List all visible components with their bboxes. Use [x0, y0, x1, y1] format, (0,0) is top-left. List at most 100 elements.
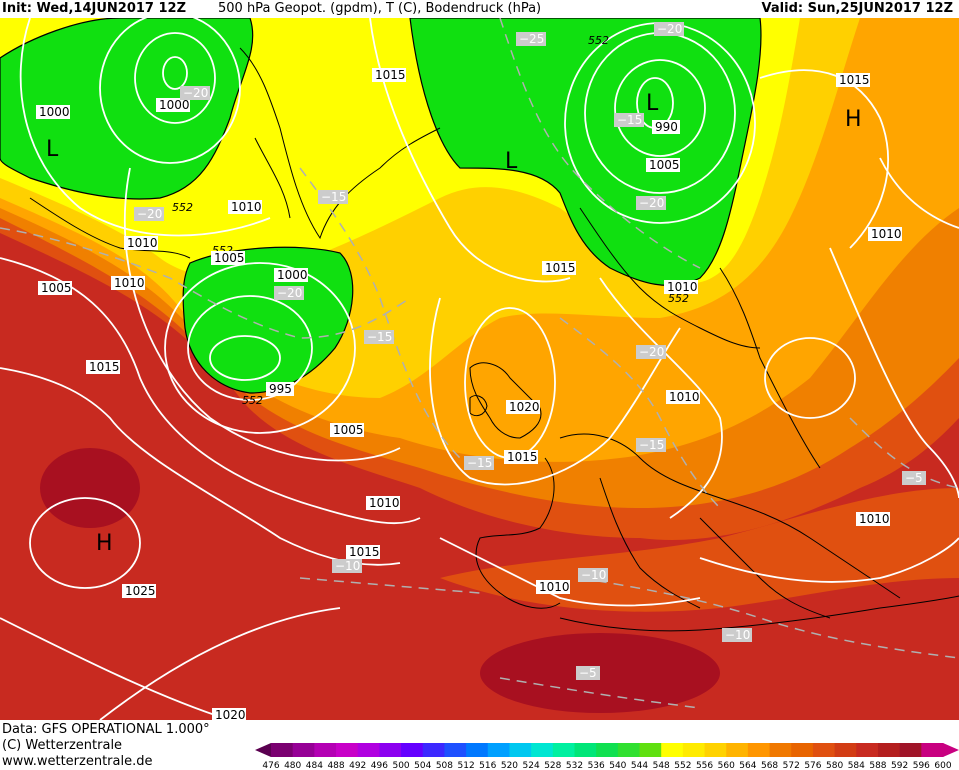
- valid-time: Valid: Sun,25JUN2017 12Z: [761, 1, 953, 16]
- scale-swatch: [422, 743, 445, 757]
- scale-swatch: [899, 743, 922, 757]
- scale-label: 536: [588, 761, 605, 770]
- temp-label: −10: [335, 559, 360, 573]
- scale-swatch: [791, 743, 814, 757]
- scale-label: 528: [544, 761, 561, 770]
- scale-swatch: [747, 743, 771, 757]
- temp-label: −20: [657, 22, 682, 36]
- high-center-russia: H: [845, 107, 862, 132]
- scale-label: 512: [458, 761, 475, 770]
- scale-swatch: [574, 743, 597, 757]
- temp-label: −20: [277, 286, 302, 300]
- scale-label: 492: [349, 761, 366, 770]
- isobar-label: 1020: [215, 708, 246, 720]
- copyright: (C) Wetterzentrale: [2, 738, 123, 753]
- scale-swatch: [812, 743, 836, 757]
- scale-label: 552: [674, 761, 691, 770]
- scale-swatch: [336, 743, 359, 757]
- low-center-greenland: L: [46, 137, 59, 162]
- geopot-label: 552: [588, 34, 609, 47]
- geopot-label: 552: [172, 201, 193, 214]
- data-source: Data: GFS OPERATIONAL 1.000°: [2, 722, 210, 737]
- coastlines: [29, 47, 959, 632]
- temp-label: −10: [581, 568, 606, 582]
- color-scale-legend: 476 480 484 488 492 496 500 504 508 512 516 520 524 5…: [255, 743, 959, 770]
- scale-label: 580: [826, 761, 843, 770]
- scale-label: 504: [414, 761, 431, 770]
- isobar-label: 1010: [669, 390, 700, 404]
- scale-label: 596: [913, 761, 930, 770]
- scale-label: 540: [609, 761, 626, 770]
- temp-label: −10: [725, 628, 750, 642]
- scale-label: 592: [891, 761, 908, 770]
- scale-swatch: [292, 743, 315, 757]
- isobar-label: 1010: [369, 496, 400, 510]
- scale-label: 568: [761, 761, 778, 770]
- scale-swatch: [379, 743, 402, 757]
- isobar-label: 1015: [545, 261, 576, 275]
- scale-swatches: [255, 743, 959, 757]
- scale-swatch: [856, 743, 879, 757]
- temp-label: −20: [137, 207, 162, 221]
- isotherms: [0, 18, 959, 709]
- isobar-label: 1015: [839, 73, 870, 87]
- isobar-label: 1010: [859, 512, 890, 526]
- scale-labels: 476 480 484 488 492 496 500 504 508 512 516 520 524 5…: [262, 761, 951, 770]
- scale-swatch: [466, 743, 489, 757]
- isobar-labels: 1000 1000 1005 1010 1005 1010 1015 1010 …: [36, 68, 902, 720]
- scale-label: 588: [869, 761, 886, 770]
- scale-label: 488: [327, 761, 344, 770]
- scale-label: 480: [284, 761, 301, 770]
- geopot-labels: 552 552 552 552 552: [172, 34, 689, 407]
- scale-swatch: [682, 743, 706, 757]
- high-center-azores: H: [96, 531, 113, 556]
- scale-swatch: [314, 743, 337, 757]
- isobar-label: 995: [269, 382, 292, 396]
- scale-swatch: [596, 743, 619, 757]
- green-low-area-scandinavia: [409, 18, 762, 286]
- scale-label: 600: [934, 761, 951, 770]
- scale-swatch: [617, 743, 641, 757]
- scale-arrow-right: [943, 743, 959, 757]
- isobar-label: 1015: [507, 450, 538, 464]
- scale-swatch: [704, 743, 727, 757]
- isobar-label: 1010: [231, 200, 262, 214]
- isobar-label: 1015: [89, 360, 120, 374]
- temp-label: −20: [183, 86, 208, 100]
- isobar-label: 1010: [539, 580, 570, 594]
- scale-swatch: [487, 743, 510, 757]
- temperature-labels: −25 −20 −20 −15 −20 −15 −15 −20 −20 −15 …: [134, 22, 926, 680]
- isobar-label: 1005: [649, 158, 680, 172]
- low-center-norwegian-sea: L: [505, 149, 518, 174]
- temp-label: −15: [617, 113, 642, 127]
- isobar-label: 990: [655, 120, 678, 134]
- dark-red-area-atlantic: [40, 448, 140, 528]
- scale-label: 520: [501, 761, 518, 770]
- scale-label: 572: [783, 761, 800, 770]
- scale-swatch: [769, 743, 792, 757]
- temp-label: −15: [321, 190, 346, 204]
- scale-swatch: [877, 743, 901, 757]
- scale-label: 564: [739, 761, 756, 770]
- scale-label: 576: [804, 761, 821, 770]
- scale-label: 556: [696, 761, 713, 770]
- scale-swatch: [531, 743, 554, 757]
- geopot-label: 552: [242, 394, 263, 407]
- scale-swatch: [661, 743, 684, 757]
- scale-arrow-left: [255, 743, 271, 757]
- scale-label: 532: [566, 761, 583, 770]
- website: www.wetterzentrale.de: [2, 754, 153, 769]
- scale-label: 500: [392, 761, 409, 770]
- temp-label: −15: [639, 438, 664, 452]
- scale-label: 484: [306, 761, 323, 770]
- isobar-label: 1010: [871, 227, 902, 241]
- isobar-label: 1000: [159, 98, 190, 112]
- header-bar: Init: Wed,14JUN2017 12Z 500 hPa Geopot. …: [0, 0, 959, 18]
- isobar-label: 1000: [277, 268, 308, 282]
- pressure-centers: L L L H H: [46, 91, 862, 556]
- low-center-scandinavia: L: [646, 91, 659, 116]
- scale-swatch: [552, 743, 575, 757]
- scale-swatch: [921, 743, 944, 757]
- isobar-label: 1005: [41, 281, 72, 295]
- isobar-label: 1025: [125, 584, 156, 598]
